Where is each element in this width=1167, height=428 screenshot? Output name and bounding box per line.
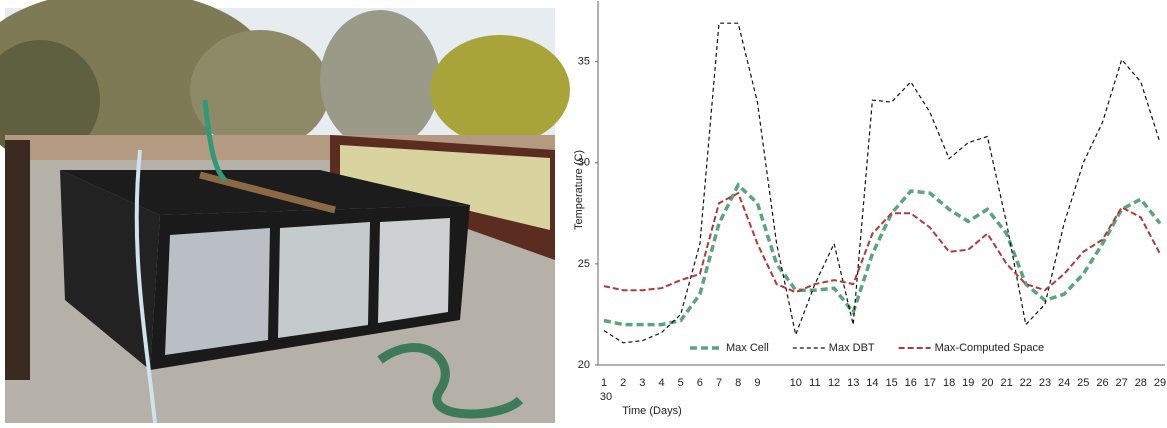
x-tick-label: 2 [620, 377, 626, 389]
x-tick-label: 14 [866, 377, 878, 389]
x-tick-label: 12 [828, 377, 840, 389]
x-tick-label: 23 [1039, 377, 1051, 389]
y-tick-label: 30 [578, 157, 590, 169]
y-tick-label: 25 [578, 258, 590, 270]
legend-label: Max-Computed Space [935, 342, 1044, 354]
y-tick-label: 35 [578, 56, 590, 68]
legend-label: Max DBT [829, 342, 875, 354]
x-tick-label: 18 [943, 377, 955, 389]
x-tick-label: 7 [716, 377, 722, 389]
line-series [603, 191, 1161, 294]
x-tick-label: 24 [1058, 377, 1070, 389]
x-tick-label: 21 [1000, 377, 1012, 389]
x-tick-label: 27 [1116, 377, 1128, 389]
x-tick-label: 11 [809, 377, 820, 389]
x-tick-label: 6 [697, 377, 703, 389]
legend-label: Max Cell [726, 342, 769, 354]
photo [0, 0, 570, 424]
y-axis-title: Temperature (C) [573, 150, 585, 230]
x-tick-label: 3 [639, 377, 645, 389]
x-tick-label: 17 [924, 377, 936, 389]
x-tick-label: 16 [905, 377, 917, 389]
x-tick-label: 29 [1154, 377, 1166, 389]
x-tick-label: 25 [1077, 377, 1089, 389]
x-axis-title: Time (Days) [622, 405, 681, 417]
x-tick-label: 5 [678, 377, 684, 389]
x-tick-label: 19 [962, 377, 974, 389]
x-tick-label: 9 [754, 377, 760, 389]
x-tick-label: 4 [658, 377, 664, 389]
x-tick-label: 28 [1135, 377, 1147, 389]
line-series [603, 22, 1161, 344]
x-tick-label: 10 [790, 377, 802, 389]
x-tick-label: 15 [885, 377, 897, 389]
x-tick-label: 20 [981, 377, 993, 389]
x-tick-label: 8 [735, 377, 741, 389]
x-tick-label: 22 [1020, 377, 1032, 389]
x-tick-label: 26 [1096, 377, 1108, 389]
y-tick-label: 20 [578, 359, 590, 371]
line-series [603, 182, 1162, 327]
annotation: 30 [600, 391, 612, 403]
x-tick-label: 13 [847, 377, 859, 389]
x-tick-label: 1 [601, 377, 607, 389]
